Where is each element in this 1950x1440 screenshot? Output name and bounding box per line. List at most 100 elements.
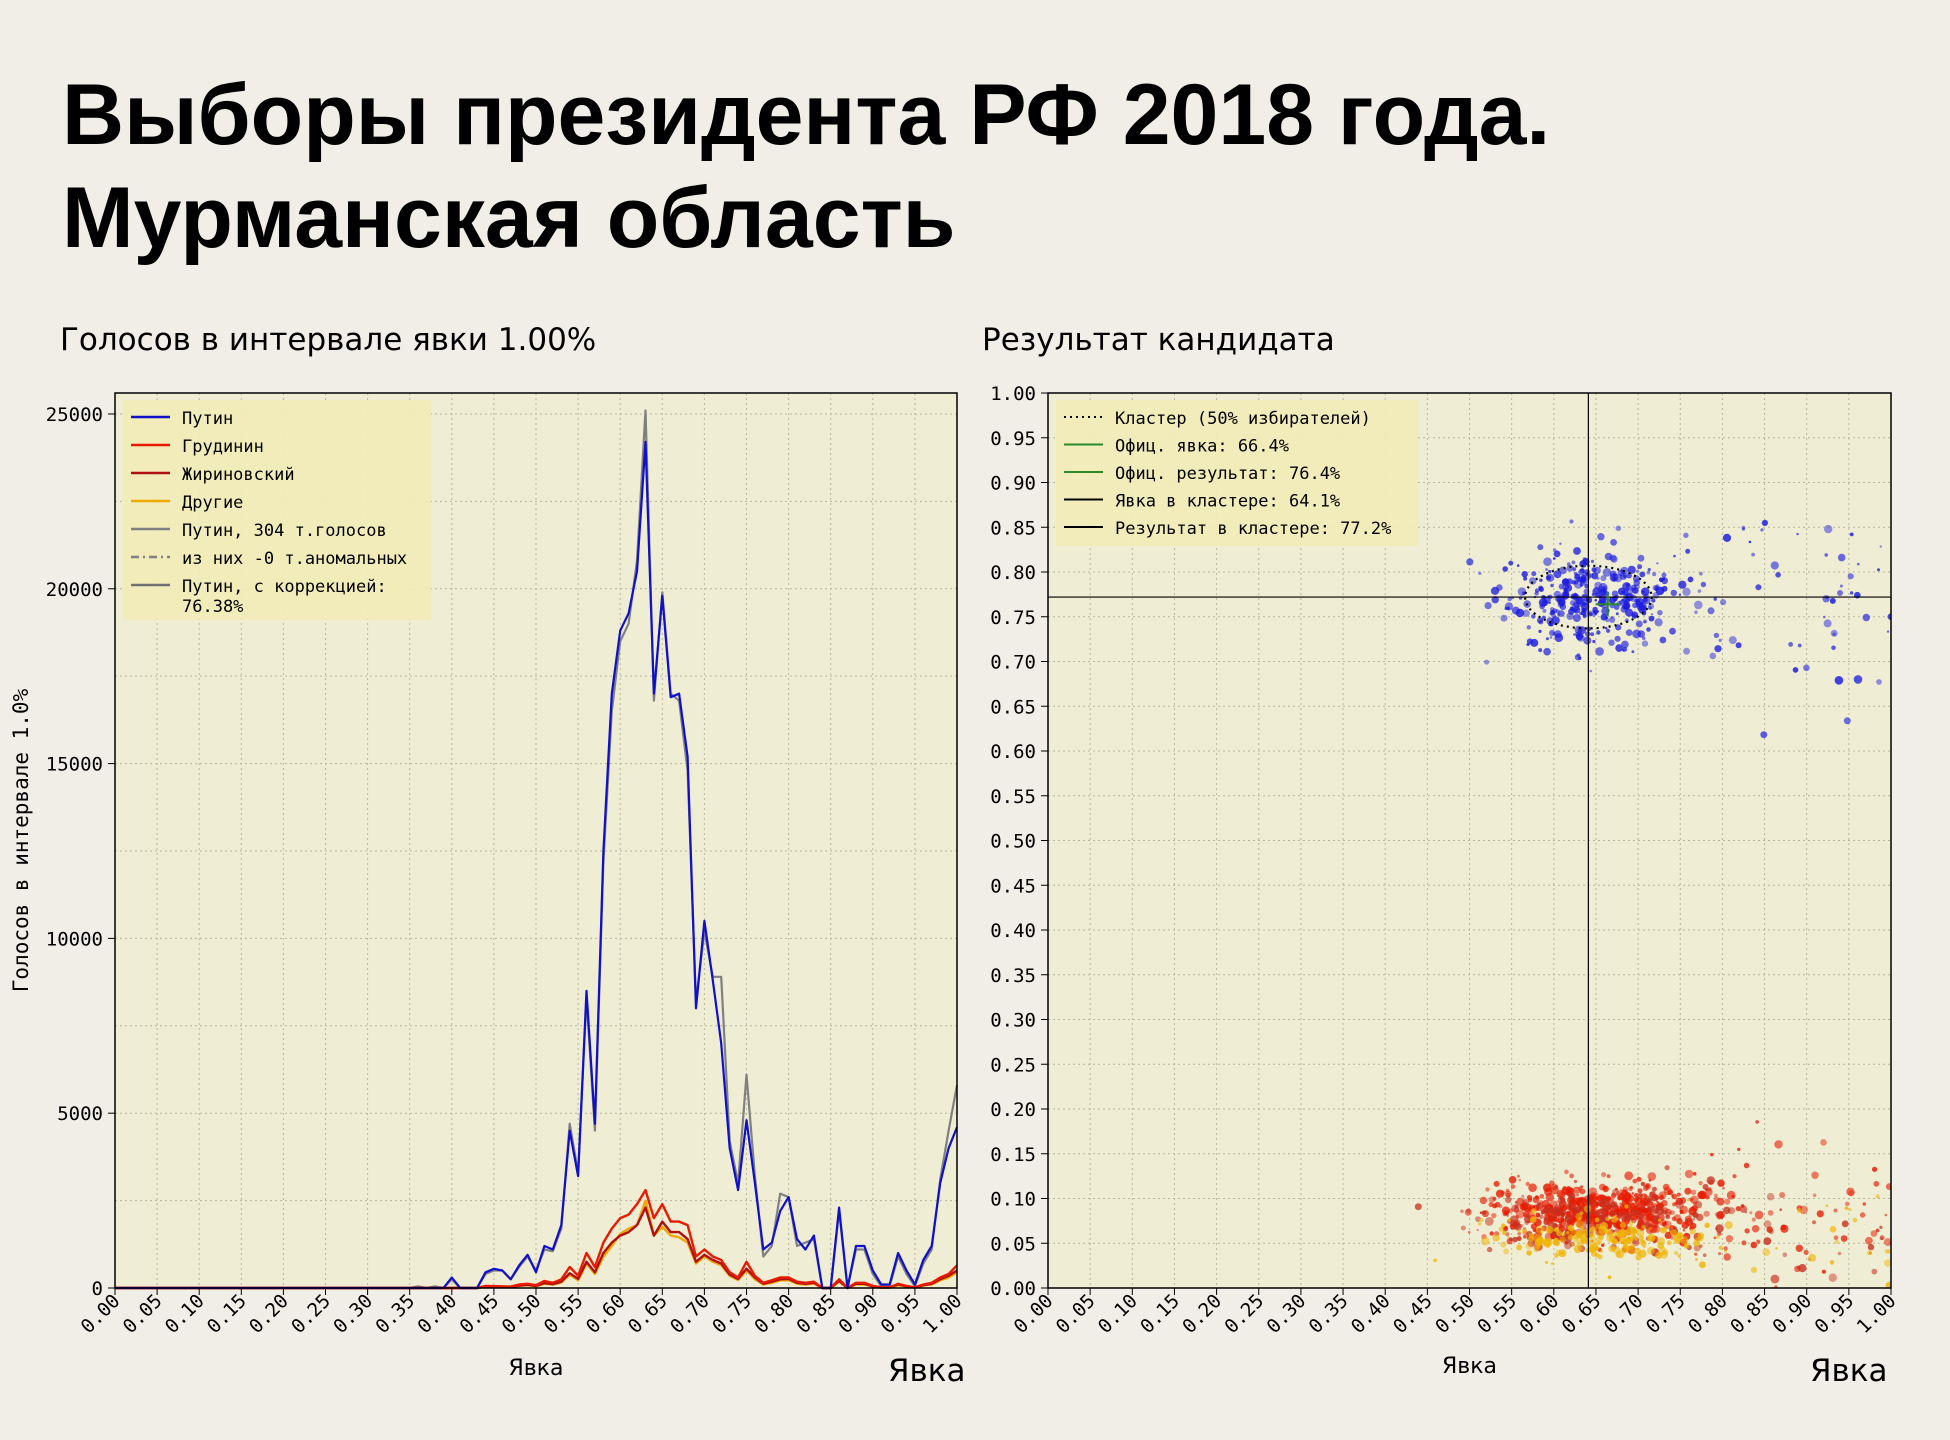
right-scatter-point xyxy=(1634,1247,1641,1255)
right-scatter-point xyxy=(1500,1190,1505,1195)
right-scatter-point xyxy=(1788,642,1793,647)
right-scatter-point xyxy=(1668,1211,1672,1215)
right-scatter-point xyxy=(1510,1184,1516,1189)
right-scatter-point xyxy=(1599,1183,1606,1191)
right-scatter-point xyxy=(1667,1225,1671,1229)
right-scatter-point xyxy=(1592,639,1596,644)
right-scatter-point xyxy=(1665,1214,1671,1220)
right-scatter-point xyxy=(1628,1221,1634,1226)
right-scatter-point xyxy=(1666,1240,1672,1246)
right-y-tick-label: 0.65 xyxy=(990,696,1036,718)
right-scatter-point xyxy=(1638,1213,1645,1220)
right-scatter-point xyxy=(1713,597,1717,601)
right-scatter-point xyxy=(1597,533,1605,541)
right-scatter-point xyxy=(1506,606,1510,611)
right-scatter-point xyxy=(1610,539,1617,546)
right-scatter-point xyxy=(1559,1236,1566,1243)
left-y-tick-label: 10000 xyxy=(46,928,103,950)
right-scatter-point xyxy=(1569,1173,1574,1179)
right-cluster-ellipse xyxy=(1524,564,1653,630)
right-scatter-point xyxy=(1627,565,1636,574)
right-scatter-point xyxy=(1610,1215,1618,1223)
right-scatter-point xyxy=(1716,1210,1725,1219)
right-scatter-point xyxy=(1535,1230,1539,1234)
right-scatter-point xyxy=(1488,1202,1494,1208)
right-scatter-point xyxy=(1684,1187,1692,1195)
right-scatter-point xyxy=(1600,1199,1604,1203)
right-scatter-point xyxy=(1573,1179,1578,1184)
right-scatter-point xyxy=(1584,631,1591,637)
right-scatter-point xyxy=(1837,553,1846,562)
right-scatter-point xyxy=(1554,1253,1559,1259)
right-y-tick-label: 0.85 xyxy=(990,517,1036,539)
right-scatter-point xyxy=(1557,1196,1566,1204)
right-scatter-point xyxy=(1739,1205,1748,1213)
right-scatter-point xyxy=(1677,1254,1681,1258)
right-scatter-point xyxy=(1661,572,1667,578)
right-scatter-point xyxy=(1507,1218,1511,1222)
right-scatter-point xyxy=(1703,1210,1710,1217)
right-scatter-point xyxy=(1662,1249,1669,1256)
right-big-xlabel: Явка xyxy=(1810,1353,1888,1389)
right-scatter-point xyxy=(1656,1237,1665,1246)
left-x-tick-label: 0.75 xyxy=(708,1290,756,1338)
right-scatter-point xyxy=(1576,653,1581,657)
right-scatter-point xyxy=(1491,596,1499,604)
right-scatter-point xyxy=(1632,1178,1638,1184)
right-x-tick-label: 0.05 xyxy=(1052,1290,1100,1338)
right-scatter-point xyxy=(1670,589,1678,597)
right-scatter-point xyxy=(1904,588,1908,592)
right-scatter-point xyxy=(1507,597,1512,602)
right-scatter-point xyxy=(1820,1139,1827,1146)
right-scatter-point xyxy=(1593,610,1598,615)
right-scatter-point xyxy=(1704,1187,1709,1192)
right-scatter-point xyxy=(1514,1201,1518,1204)
right-scatter-point xyxy=(1613,604,1620,611)
right-points-group xyxy=(1414,519,1908,1288)
right-scatter-point xyxy=(1539,1214,1544,1219)
right-scatter-point xyxy=(1569,606,1574,611)
right-scatter-point xyxy=(1526,638,1534,645)
right-scatter-point xyxy=(1643,1221,1652,1230)
right-scatter-point xyxy=(1598,594,1602,599)
right-scatter-point xyxy=(1695,1257,1698,1261)
right-scatter-point xyxy=(1466,1208,1471,1214)
right-scatter-point xyxy=(1680,1236,1689,1245)
right-x-tick-label: 0.40 xyxy=(1347,1290,1395,1338)
right-scatter-point xyxy=(1849,532,1854,537)
right-scatter-point xyxy=(1552,548,1557,552)
right-scatter-point xyxy=(1751,1217,1756,1222)
right-scatter-point xyxy=(1538,585,1544,591)
right-scatter-point xyxy=(1564,1215,1572,1223)
right-scatter-point xyxy=(1875,1194,1881,1199)
right-scatter-point xyxy=(1709,652,1717,660)
right-scatter-point xyxy=(1751,552,1755,557)
right-scatter-point xyxy=(1637,1188,1643,1194)
right-scatter-point xyxy=(1505,1196,1512,1204)
right-scatter-point xyxy=(1896,1208,1900,1212)
right-scatter-point xyxy=(1561,1251,1565,1255)
right-scatter-point xyxy=(1741,527,1745,531)
right-scatter-point xyxy=(1655,1251,1663,1259)
right-scatter-point xyxy=(1543,1205,1552,1214)
right-scatter-point xyxy=(1875,1228,1880,1233)
right-x-tick-label: 0.75 xyxy=(1642,1290,1690,1338)
right-scatter-point xyxy=(1622,1186,1629,1193)
right-scatter-point xyxy=(1609,616,1616,624)
right-scatter-point xyxy=(1604,552,1613,561)
left-y-tick-label: 20000 xyxy=(46,579,103,601)
right-scatter-point xyxy=(1588,573,1594,578)
right-scatter-point xyxy=(1714,645,1722,653)
right-scatter-point xyxy=(1553,1208,1562,1217)
right-scatter-point xyxy=(1545,637,1549,641)
left-x-tick-label: 0.05 xyxy=(119,1290,167,1338)
right-scatter-point xyxy=(1517,1236,1522,1241)
right-scatter-point xyxy=(1543,1218,1550,1225)
right-scatter-point xyxy=(1688,1213,1693,1218)
right-scatter-point xyxy=(1673,1226,1677,1230)
right-scatter-point xyxy=(1551,616,1560,625)
right-scatter-point xyxy=(1589,669,1593,673)
right-scatter-point xyxy=(1664,1165,1670,1171)
right-scatter-point xyxy=(1636,1176,1642,1182)
